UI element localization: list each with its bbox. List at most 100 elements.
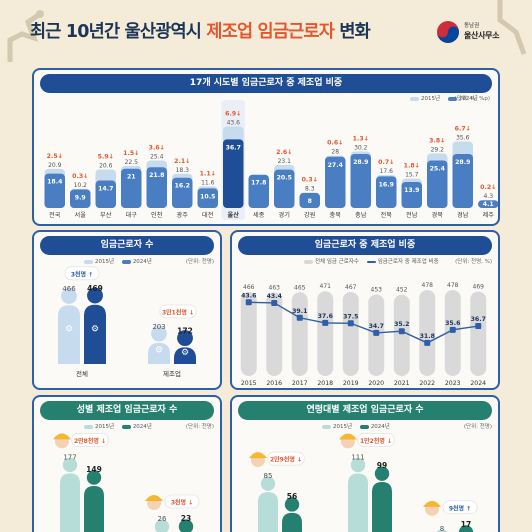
value-total: 453	[371, 286, 383, 293]
bar-2024-icon: ⚙	[181, 348, 189, 358]
value-total: 452	[396, 287, 408, 294]
category-label: 2019	[343, 380, 359, 387]
org-name: 울산사무소	[464, 31, 500, 40]
worker-helmet-icon	[145, 495, 163, 501]
bar-2024	[84, 304, 106, 364]
change-label: 1만2천명 ↓	[360, 437, 392, 445]
category-label: 경기	[279, 211, 290, 219]
category-label: 2020	[368, 380, 384, 387]
change-label: 2만9천명 ↓	[270, 456, 302, 464]
bar-2024-head	[374, 466, 390, 481]
change-label: 5.9↓	[98, 153, 114, 160]
share-point	[398, 328, 405, 335]
change-label: 0.6↓	[327, 140, 343, 147]
legend-total: 전체 임금 근로자수	[315, 259, 359, 265]
value-2024: 21	[127, 174, 136, 181]
value-2024: 25.4	[430, 166, 446, 173]
taegeuk-logo-icon	[437, 21, 459, 43]
category-label: 서울	[75, 211, 87, 219]
share-value: 43.4	[267, 293, 283, 300]
trend-title: 임금근로자 중 제조업 비중	[238, 236, 492, 255]
bar-total	[393, 294, 410, 376]
trend-unit: (단위: 천명, %)	[455, 259, 492, 265]
value-2015: 85	[264, 472, 273, 480]
value-2015: 8	[440, 525, 444, 532]
share-point	[424, 339, 431, 346]
bar-total	[444, 289, 461, 376]
regional-title: 17개 시도별 임금근로자 중 제조업 비중	[40, 74, 492, 93]
legend-share: 임금근로자 중 제조업 비중	[377, 259, 439, 265]
value-2024: 28.9	[455, 159, 470, 166]
value-2024: 172	[177, 326, 193, 335]
value-2015: 11.6	[201, 179, 215, 186]
worker-helmet-icon	[423, 500, 441, 507]
gender-unit: (단위: 천명)	[185, 424, 214, 430]
value-2024: 20.5	[277, 175, 292, 182]
bar-total	[419, 289, 436, 376]
header-decoration	[7, 0, 527, 62]
value-total: 466	[243, 284, 255, 291]
category-label: 강원	[304, 211, 316, 219]
share-point	[475, 323, 482, 330]
bar-2015-head	[154, 519, 170, 532]
share-value: 35.2	[394, 321, 409, 328]
workers-title: 임금근로자 수	[40, 236, 214, 255]
value-2024: 99	[377, 461, 387, 470]
bar-2024	[197, 188, 218, 208]
value-2015: 30.2	[354, 145, 368, 152]
category-label: 전북	[381, 211, 393, 219]
value-2024: 18.4	[47, 179, 63, 186]
category-label: 대구	[126, 211, 138, 219]
value-2015: 43.6	[227, 119, 241, 126]
change-label: 2.6↓	[276, 149, 292, 156]
value-2015: 10.2	[74, 182, 88, 189]
bar-2015-head	[350, 457, 366, 473]
bar-total	[470, 291, 487, 376]
category-label: 제주	[483, 211, 495, 219]
bar-2024	[95, 180, 116, 208]
legend-2024: 2024년	[370, 424, 390, 430]
legend-2024: 2024년	[132, 424, 152, 430]
value-2024: 36.7	[226, 144, 241, 151]
value-2024: 10.5	[200, 193, 215, 200]
age-panel: 연령대별 제조업 임금근로자 수 2015년 2024년 (단위: 천명) 85…	[230, 395, 500, 532]
value-2015: 177	[63, 453, 76, 461]
share-point	[347, 320, 354, 327]
trend-chart: 466 2015 463 2016 465 2017 471 2018 467 2019 453 20…	[240, 282, 487, 387]
worker-helmet-icon	[53, 433, 71, 440]
value-2015: 22.5	[125, 159, 139, 166]
value-2015: 18.3	[176, 167, 190, 174]
age-title: 연령대별 제조업 임금근로자 수	[238, 401, 492, 420]
value-2024: 56	[287, 492, 297, 501]
value-2024: 27.4	[328, 162, 344, 169]
worker-helmet-icon	[339, 433, 357, 440]
change-label-bubble	[64, 266, 100, 281]
header: 최근 10년간 울산광역시 제조업 임금근로자 변화 동남권 울산사무소	[0, 0, 532, 62]
bar-total	[291, 292, 308, 376]
change-label: 6.7↓	[455, 125, 471, 132]
value-2015: 35.6	[456, 134, 470, 141]
legend-2015: 2015년	[95, 259, 115, 265]
change-label: 3천명 ↓	[171, 499, 193, 507]
legend-2024: 2024년	[132, 259, 152, 265]
change-label: 0.3↓	[302, 176, 318, 183]
share-value: 36.7	[471, 316, 486, 323]
bar-total	[266, 292, 283, 376]
age-legend: 2015년 2024년	[316, 422, 390, 430]
category-label: 전남	[406, 211, 418, 219]
value-2015: 25.4	[150, 154, 164, 161]
change-label-bubble	[71, 433, 109, 447]
value-2024: 149	[86, 465, 102, 474]
regional-chart: 20.9 18.4 2.5↓ 전국 10.2 9.9 0.3↓ 서울 20.6 14.7 5.9↓ 부…	[44, 100, 498, 220]
bar-2024-head	[86, 470, 102, 485]
value-2015: 20.9	[48, 162, 62, 169]
value-2024: 4.1	[483, 201, 494, 208]
category-label: 울산	[228, 211, 240, 219]
gender-title: 성별 제조업 임금근로자 수	[40, 401, 214, 420]
bar-2024	[84, 485, 104, 532]
bar-2024	[282, 512, 302, 532]
bar-2015	[60, 473, 80, 532]
bar-2024	[146, 167, 167, 208]
category-label: 2016	[266, 380, 282, 387]
value-total: 478	[422, 282, 434, 289]
